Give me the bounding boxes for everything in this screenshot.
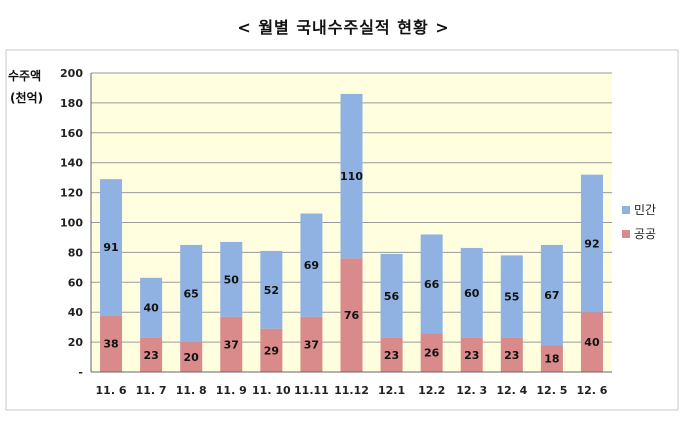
y-tick-label: 60 [68,276,84,289]
data-label: 65 [184,288,199,301]
bar-segment-public [260,328,283,372]
bar-segment-public [220,316,243,372]
bar-segment-private [180,244,203,343]
x-tick-label: 11. 10 [252,384,291,397]
chart-title: < 월별 국내수주실적 현황 > [237,18,450,37]
bar-segment-public [340,258,363,372]
data-label: 20 [184,351,200,364]
data-label: 52 [264,284,279,297]
y-tick-label: 200 [60,67,83,80]
bar-segment-public [540,345,563,372]
bar-segment-public [580,312,603,372]
x-tick-label: 12.1 [378,384,405,397]
x-tick-label: 12. 3 [456,384,487,397]
bar-segment-private [340,93,363,259]
axes: - 20 40 60 80 100 120 140 160 180 200 11. 6 11. 7 11.… [60,67,612,397]
bar-segment-private [300,213,323,317]
y-tick-label: 40 [68,306,84,319]
y-tick-label: 20 [68,336,84,349]
data-label: 110 [340,170,363,183]
bar-segment-private [140,277,163,338]
x-tick-label: 11. 8 [176,384,207,397]
y-tick-label: 160 [60,127,83,140]
y-axis-label-line2: (천억) [10,90,43,105]
bar-segment-private [380,253,403,338]
data-label: 40 [584,336,600,349]
bar-segment-public [140,337,163,372]
x-tick-label: 11. 6 [96,384,127,397]
data-label: 76 [344,309,360,322]
legend: 민간 공공 [622,203,656,241]
data-label: 55 [504,291,519,304]
x-tick-label: 12. 4 [496,384,527,397]
bar-segment-private [420,234,443,334]
data-labels: 38 91 23 40 20 65 37 50 29 52 37 69 76 110 23 56 26 66 23 6… [103,170,600,365]
data-label: 92 [584,237,599,250]
legend-swatch-public [622,230,630,238]
bar-segment-public [500,337,523,372]
x-tick-label: 11.11 [294,384,329,397]
data-label: 91 [103,241,118,254]
data-label: 18 [544,353,559,366]
data-label: 23 [464,349,479,362]
bar-segment-public [100,315,123,372]
data-label: 29 [264,344,279,357]
bar-segment-private [260,250,283,329]
bar-segment-private [220,241,243,317]
bar-segment-public [300,316,323,372]
x-tick-label: 12. 5 [536,384,567,397]
data-label: 66 [424,278,440,291]
legend-label-private: 민간 [634,203,656,217]
bar-segment-private [100,179,123,316]
bar-segment-private [580,174,603,313]
data-label: 69 [304,259,319,272]
x-tick-label: 11. 7 [136,384,167,397]
data-label: 23 [384,349,399,362]
legend-label-public: 공공 [634,227,656,241]
y-tick-label: 120 [60,187,83,200]
y-tick-label: 180 [60,97,83,110]
x-tick-label: 12. 6 [576,384,607,397]
data-label: 67 [544,289,559,302]
data-label: 40 [143,302,159,315]
data-label: 50 [224,273,240,286]
y-tick-label: 140 [60,157,83,170]
data-label: 23 [143,349,158,362]
x-tick-label: 12.2 [418,384,445,397]
data-label: 26 [424,347,440,360]
bar-segment-public [420,333,443,372]
bar-segment-private [540,244,563,346]
bar-segment-private [460,247,483,338]
data-label: 38 [103,338,118,351]
bar-segment-public [380,337,403,372]
x-tick-label: 11. 9 [216,384,247,397]
data-label: 60 [464,287,480,300]
legend-swatch-private [622,206,630,214]
bar-segment-private [500,255,523,338]
data-label: 37 [224,338,239,351]
data-label: 23 [504,349,519,362]
bars [100,93,603,372]
y-tick-label: - [78,366,83,379]
data-label: 37 [304,338,319,351]
y-tick-label: 100 [60,217,83,230]
y-axis-label-line1: 수주액 [8,69,41,83]
y-tick-label: 80 [68,246,84,259]
bar-segment-public [180,342,203,372]
data-label: 56 [384,290,400,303]
bar-segment-public [460,337,483,372]
x-tick-label: 11.12 [334,384,369,397]
